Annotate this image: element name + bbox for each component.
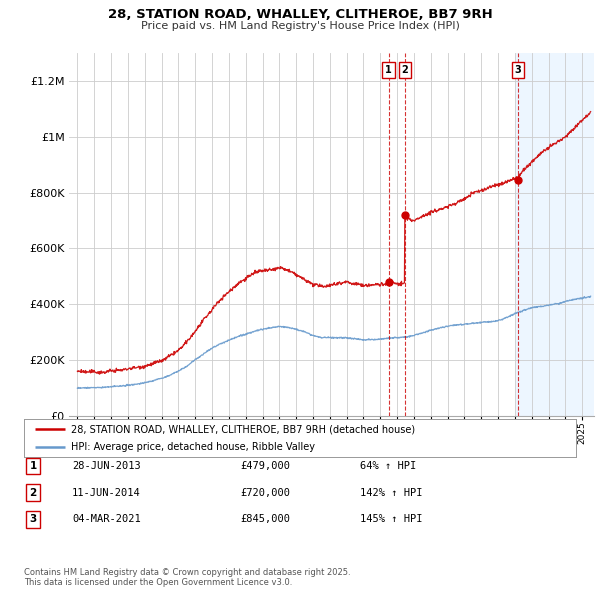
Text: 1: 1 bbox=[385, 65, 392, 75]
Text: 1: 1 bbox=[29, 461, 37, 471]
Text: 2: 2 bbox=[401, 65, 408, 75]
Text: 28, STATION ROAD, WHALLEY, CLITHEROE, BB7 9RH: 28, STATION ROAD, WHALLEY, CLITHEROE, BB… bbox=[107, 8, 493, 21]
Text: £845,000: £845,000 bbox=[240, 514, 290, 524]
Text: 28, STATION ROAD, WHALLEY, CLITHEROE, BB7 9RH (detached house): 28, STATION ROAD, WHALLEY, CLITHEROE, BB… bbox=[71, 424, 415, 434]
Text: 2: 2 bbox=[29, 488, 37, 497]
Text: Price paid vs. HM Land Registry's House Price Index (HPI): Price paid vs. HM Land Registry's House … bbox=[140, 21, 460, 31]
Bar bbox=[515, 53, 594, 416]
Text: HPI: Average price, detached house, Ribble Valley: HPI: Average price, detached house, Ribb… bbox=[71, 442, 315, 452]
Text: 04-MAR-2021: 04-MAR-2021 bbox=[72, 514, 141, 524]
Text: 11-JUN-2014: 11-JUN-2014 bbox=[72, 488, 141, 497]
Text: £479,000: £479,000 bbox=[240, 461, 290, 471]
Text: 64% ↑ HPI: 64% ↑ HPI bbox=[360, 461, 416, 471]
Text: 28-JUN-2013: 28-JUN-2013 bbox=[72, 461, 141, 471]
Text: 145% ↑ HPI: 145% ↑ HPI bbox=[360, 514, 422, 524]
Text: Contains HM Land Registry data © Crown copyright and database right 2025.
This d: Contains HM Land Registry data © Crown c… bbox=[24, 568, 350, 587]
Text: £720,000: £720,000 bbox=[240, 488, 290, 497]
Text: 142% ↑ HPI: 142% ↑ HPI bbox=[360, 488, 422, 497]
Text: 3: 3 bbox=[29, 514, 37, 524]
Text: 3: 3 bbox=[514, 65, 521, 75]
